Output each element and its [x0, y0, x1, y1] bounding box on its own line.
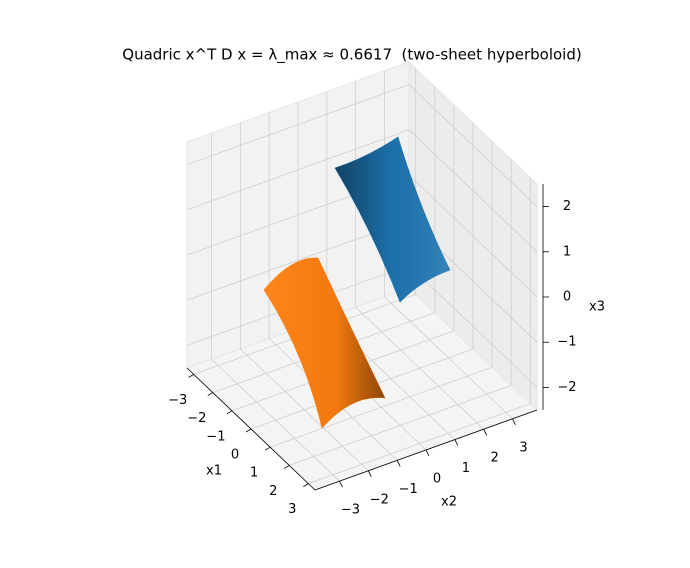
x-tick-label: 2 [269, 484, 277, 499]
z-tick-label: 0 [563, 290, 571, 305]
axis-line [186, 367, 316, 491]
tick-mark [303, 483, 309, 487]
tick-mark [226, 410, 233, 415]
x-tick-label: 1 [250, 466, 258, 481]
tick-mark [188, 374, 194, 378]
y-tick-label: 0 [433, 472, 441, 487]
y-tick-label: −3 [341, 503, 360, 518]
grid-line [408, 174, 538, 298]
x-tick-label: −3 [168, 393, 187, 408]
y-tick-label: −1 [399, 482, 418, 497]
y-tick-label: 1 [462, 461, 470, 476]
tick-mark [264, 446, 271, 451]
z-tick-label: −2 [557, 380, 576, 395]
grid-line [355, 306, 484, 430]
tick-mark [207, 392, 213, 396]
z-tick-label: 2 [563, 199, 571, 214]
grid-line [408, 265, 538, 388]
surface-shade [335, 137, 450, 302]
grid-line [384, 296, 513, 420]
grid-line [408, 84, 538, 207]
tick-mark [396, 460, 401, 467]
tick-mark [367, 470, 372, 477]
y-tick-label: −2 [370, 492, 389, 507]
z-tick-label: −1 [557, 335, 576, 350]
grid-line [211, 358, 340, 482]
x-tick-label: −1 [206, 429, 225, 444]
axis-line [314, 409, 538, 491]
tick-mark [483, 429, 488, 436]
x-tick-label: 0 [231, 448, 239, 463]
x-axis-label: x1 [206, 464, 222, 479]
z-axis-label: x3 [589, 300, 605, 315]
tick-mark [454, 439, 459, 446]
z-tick-label: 1 [563, 244, 571, 259]
tick-mark [512, 418, 516, 426]
grid-line [186, 84, 410, 165]
x-tick-label: −2 [187, 411, 206, 426]
surface-shade [264, 257, 385, 428]
grid-line [186, 129, 410, 211]
tick-mark [339, 480, 343, 488]
y-tick-label: 3 [519, 440, 527, 455]
grid-line [240, 348, 369, 472]
tick-mark [425, 449, 430, 457]
y-tick-label: 2 [491, 451, 499, 466]
tick-mark [245, 428, 252, 433]
grid-line [408, 129, 538, 253]
x-tick-label: 3 [288, 502, 296, 517]
tick-mark [284, 465, 290, 469]
panes [186, 60, 538, 491]
chart-title: Quadric x^T D x = λ_max ≈ 0.6617 (two-sh… [122, 46, 581, 65]
surfaces [263, 136, 451, 429]
y-axis-label: x2 [441, 495, 457, 510]
